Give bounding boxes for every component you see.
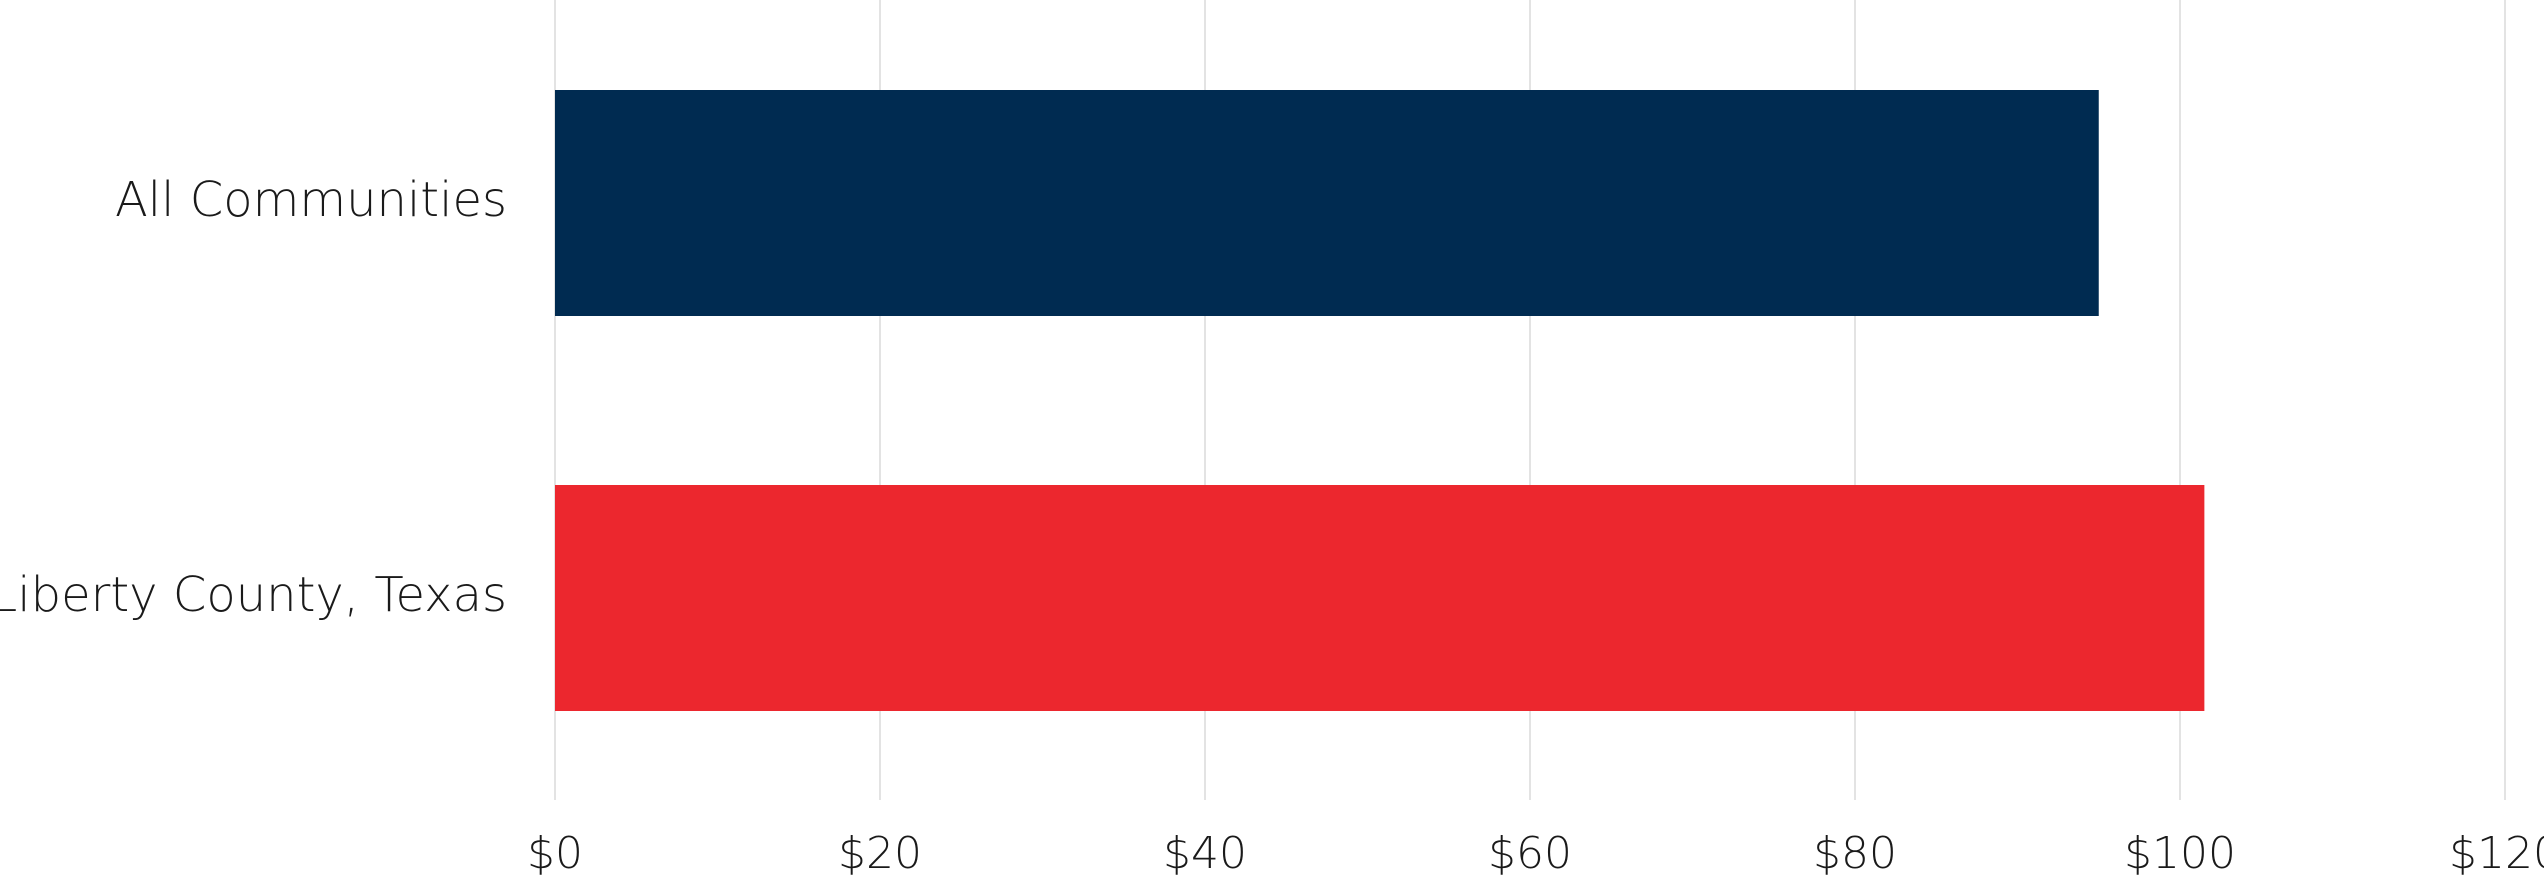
x-tick-label: $80 (1813, 828, 1897, 876)
bar (555, 90, 2099, 316)
x-tick-label: $120 (2449, 828, 2544, 876)
x-axis-tick-labels: $0 $20 $40 $60 $80 $100 $120 (527, 828, 2544, 876)
x-tick-label: $100 (2124, 828, 2236, 876)
x-tick-label: $0 (527, 828, 583, 876)
x-tick-label: $60 (1488, 828, 1572, 876)
category-labels: All Communities Liberty County, Texas (0, 172, 507, 623)
category-label: Liberty County, Texas (0, 567, 507, 623)
bar (555, 485, 2205, 711)
category-label: All Communities (115, 172, 507, 228)
bars (555, 90, 2205, 711)
x-tick-label: $20 (838, 828, 922, 876)
x-tick-label: $40 (1163, 828, 1247, 876)
